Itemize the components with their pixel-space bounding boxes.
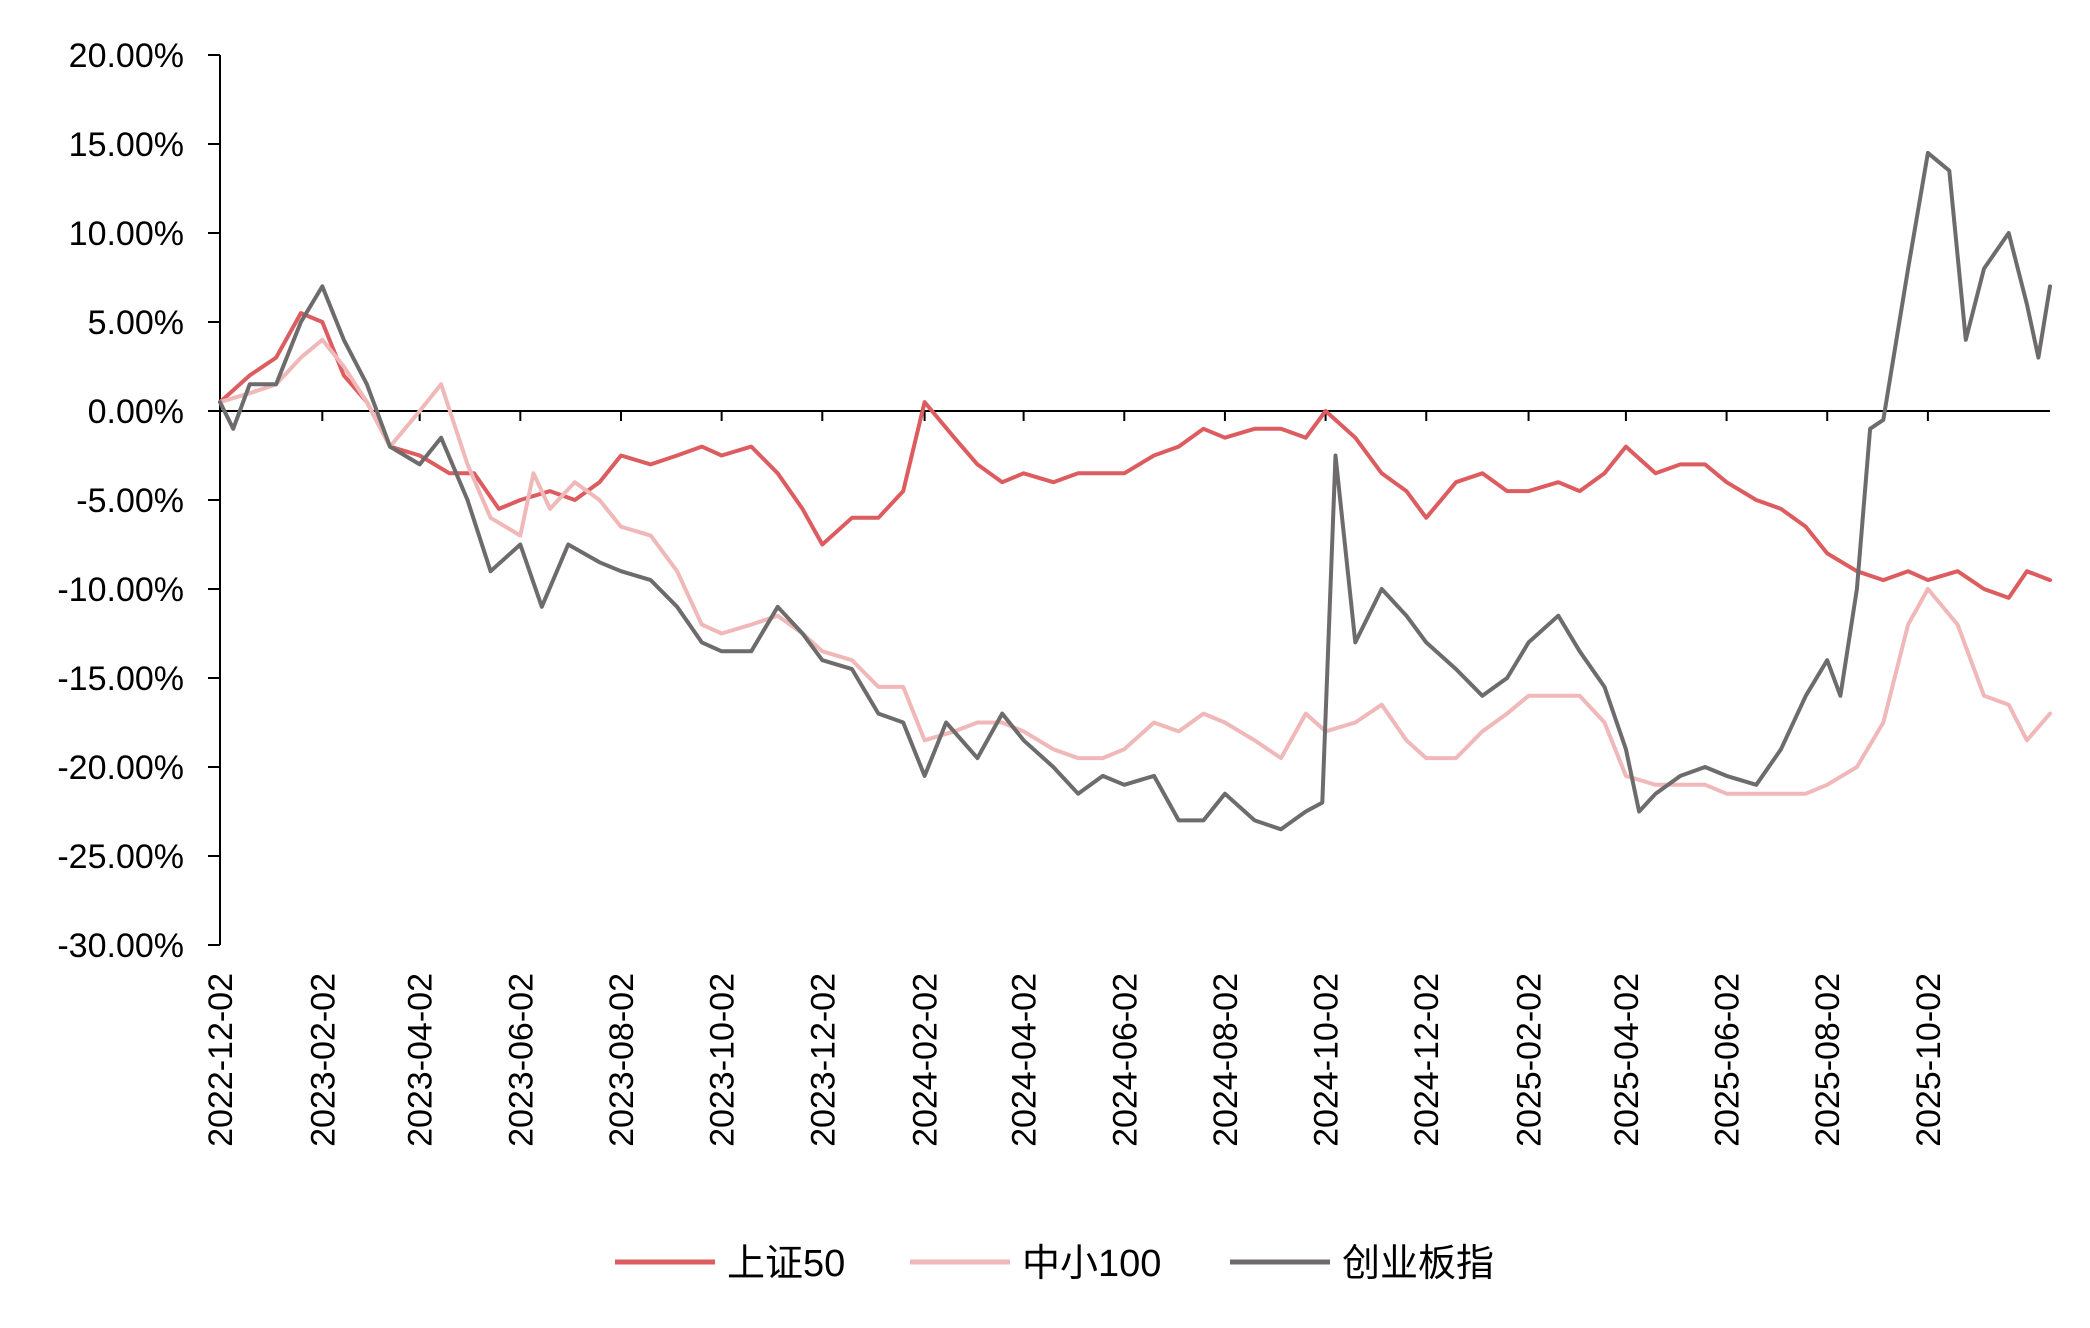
x-tick-label: 2025-02-02 [1511,973,1549,1147]
y-tick-label: -15.00% [57,660,184,698]
series-layer [218,150,2052,832]
x-tick-label: 2024-08-02 [1207,973,1245,1147]
x-tick-label: 2023-10-02 [704,973,742,1147]
legend: 上证50 中小100 创业板指 [615,1243,1494,1285]
x-tick-label: 2022-12-02 [202,973,240,1147]
y-tick-label: -20.00% [57,749,184,787]
y-axis: 20.00% 15.00% 10.00% 5.00% 0.00% -5.00% -10.00… [57,37,221,965]
x-tick-label: 2024-10-02 [1308,973,1346,1147]
y-tick-label: -10.00% [57,571,184,609]
legend-label-0: 上证50 [727,1243,845,1285]
y-tick-label: -30.00% [57,927,184,965]
y-tick-label: 15.00% [69,126,184,164]
x-tick-label: 2024-06-02 [1106,973,1144,1147]
legend-label-2: 创业板指 [1342,1243,1494,1285]
y-tick-label: 5.00% [88,304,184,342]
y-tick-label: -5.00% [76,482,184,520]
x-tick-label: 2025-04-02 [1608,973,1646,1147]
x-tick-label: 2024-02-02 [907,973,945,1147]
x-tick-label: 2023-02-02 [304,973,342,1147]
series-line-1 [218,337,2052,796]
legend-label-1: 中小100 [1022,1243,1161,1285]
x-tick-label: 2025-08-02 [1809,973,1847,1147]
x-tick-label: 2024-12-02 [1408,973,1446,1147]
y-tick-label: 20.00% [69,37,184,75]
x-axis: 2022-12-02 2023-02-02 2023-04-02 2023-06-02… [202,410,2050,1147]
series-line-0 [218,311,2052,600]
series-line-2 [218,150,2052,832]
y-tick-label: 0.00% [88,393,184,431]
x-tick-label: 2025-06-02 [1709,973,1747,1147]
x-tick-label: 2024-04-02 [1006,973,1044,1147]
x-tick-label: 2023-08-02 [603,973,641,1147]
y-tick-label: -25.00% [57,838,184,876]
x-tick-label: 2025-10-02 [1910,973,1948,1147]
x-tick-label: 2023-04-02 [402,973,440,1147]
x-tick-label: 2023-12-02 [804,973,842,1147]
y-tick-label: 10.00% [69,215,184,253]
x-tick-label: 2023-06-02 [502,973,540,1147]
